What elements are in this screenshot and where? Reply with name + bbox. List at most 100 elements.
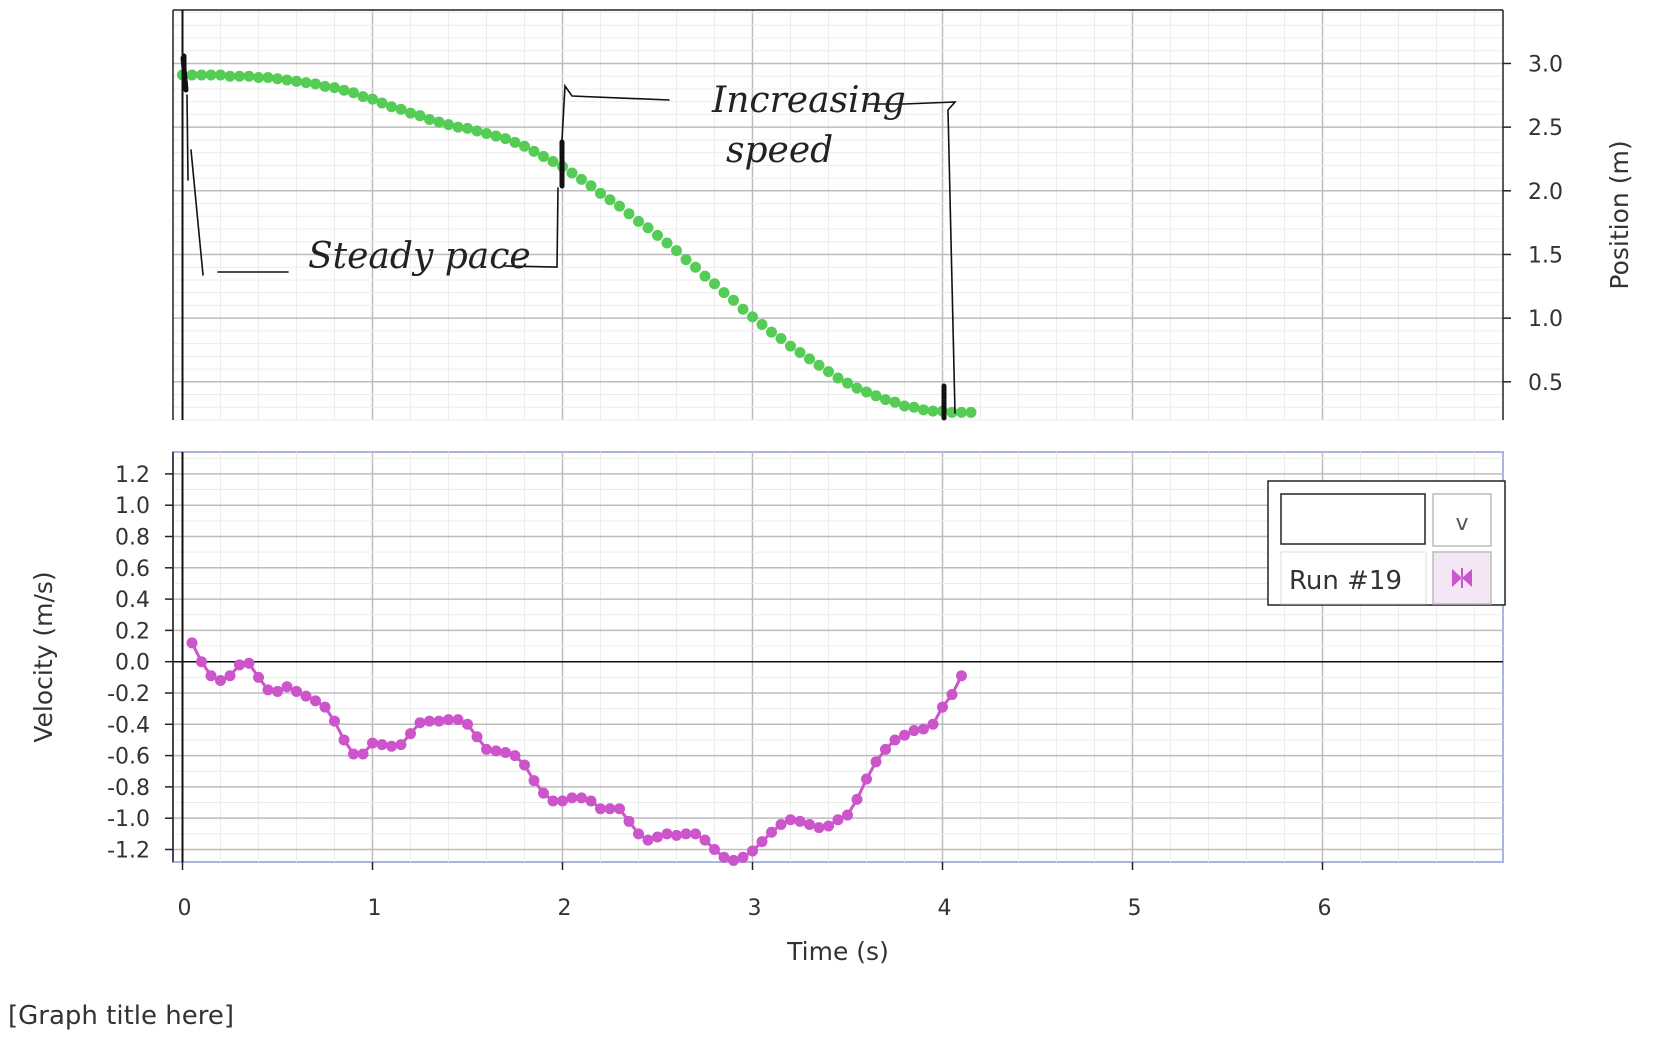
- velocity-data-point: [585, 795, 597, 807]
- velocity-data-point: [823, 820, 834, 832]
- legend-run-cell: [1280, 551, 1427, 605]
- velocity-data-point: [595, 803, 606, 815]
- graph-title[interactable]: [Graph title here]: [8, 1001, 234, 1031]
- position-data-point: [253, 71, 264, 83]
- position-data-point: [433, 116, 445, 128]
- position-data-point: [690, 261, 701, 273]
- velocity-y-tick-label: 0.4: [115, 588, 150, 613]
- time-x-tick-label: 6: [1318, 896, 1332, 921]
- annotation-speed: speed: [726, 130, 833, 171]
- position-data-point: [205, 69, 217, 81]
- velocity-y-tick-label: 0.0: [115, 651, 150, 676]
- velocity-data-point: [927, 718, 939, 730]
- velocity-data-point: [737, 851, 749, 863]
- legend-input[interactable]: [1280, 493, 1426, 545]
- position-data-point: [671, 245, 682, 257]
- position-gridlines: [173, 10, 1503, 421]
- velocity-data-point: [462, 718, 473, 730]
- velocity-data-point: [880, 743, 891, 755]
- time-x-tick-label: 2: [558, 896, 572, 921]
- velocity-data-point: [766, 826, 777, 838]
- position-data-point: [186, 69, 198, 81]
- velocity-data-point: [186, 637, 198, 649]
- velocity-data-point: [566, 792, 578, 804]
- velocity-data-point: [661, 828, 673, 840]
- position-data-point: [490, 130, 502, 142]
- position-data-point: [956, 406, 967, 418]
- velocity-data-point: [709, 843, 720, 855]
- position-data-point: [642, 222, 654, 234]
- velocity-data-point: [604, 803, 616, 815]
- velocity-y-tick-label: 1.0: [115, 494, 150, 519]
- annotation-increasing: Increasing: [711, 80, 906, 121]
- velocity-data-point: [367, 737, 378, 749]
- position-data-point: [946, 406, 958, 418]
- velocity-data-point: [338, 734, 350, 746]
- velocity-data-point: [490, 745, 502, 757]
- position-data-point: [386, 101, 397, 113]
- velocity-data-point: [500, 746, 511, 758]
- velocity-data-point: [243, 657, 255, 669]
- position-data-point: [604, 194, 616, 206]
- position-y-tick-label: 1.0: [1528, 307, 1563, 332]
- velocity-data-point: [329, 715, 340, 727]
- bracket-left-b: [190, 149, 204, 276]
- position-data-point: [718, 287, 730, 299]
- velocity-data-point: [547, 795, 559, 807]
- time-x-tick-label: 3: [748, 896, 762, 921]
- position-data-point: [823, 366, 834, 378]
- position-data-point: [452, 121, 464, 133]
- velocity-data-point: [433, 715, 445, 727]
- position-data-point: [338, 84, 350, 96]
- velocity-y-tick-label: -1.0: [107, 807, 150, 832]
- velocity-data-point: [614, 803, 625, 815]
- position-data-point: [576, 173, 587, 185]
- velocity-data-point: [528, 775, 540, 787]
- velocity-data-point: [376, 739, 388, 751]
- velocity-data-point: [576, 792, 587, 804]
- velocity-y-tick-labels: 1.2 1.0 0.8 0.6 0.4 0.2 0.0 -0.2 -0.4 -0.6 -0.8 -1.…: [107, 463, 173, 863]
- bracket-left-a: [186, 94, 189, 181]
- position-data-point: [357, 91, 369, 103]
- velocity-data-point: [623, 815, 635, 827]
- time-x-tick-label: 0: [178, 896, 192, 921]
- position-data-point: [766, 326, 777, 338]
- velocity-data-point: [794, 815, 806, 827]
- position-data-point: [319, 80, 331, 92]
- position-data-point: [794, 347, 806, 359]
- velocity-data-point: [671, 829, 682, 841]
- position-y-tick-label: 2.5: [1528, 116, 1563, 141]
- position-data-point: [376, 97, 388, 109]
- velocity-data-point: [281, 681, 293, 693]
- position-data-point: [623, 208, 635, 220]
- velocity-panel[interactable]: 1.2 1.0 0.8 0.6 0.4 0.2 0.0 -0.2 -0.4 -0.6 -0.8 -1.…: [29, 451, 1506, 866]
- position-panel[interactable]: 0.5 1.0 1.5 2.0 2.5 3.0 Position (m): [172, 9, 1634, 421]
- velocity-y-tick-label: -1.2: [107, 838, 150, 863]
- position-axis-title: Position (m): [1605, 140, 1634, 289]
- position-data-point: [424, 114, 435, 126]
- position-data-point: [680, 254, 692, 266]
- velocity-data-point: [424, 715, 435, 727]
- velocity-data-point: [652, 831, 663, 843]
- velocity-data-point: [946, 689, 958, 701]
- time-x-tick-label: 1: [368, 896, 382, 921]
- position-data-point: [414, 110, 426, 122]
- velocity-data-point: [310, 695, 321, 707]
- velocity-data-point: [395, 739, 407, 751]
- velocity-data-point: [386, 740, 397, 752]
- velocity-data-point: [899, 729, 910, 741]
- velocity-y-tick-label: 0.6: [115, 557, 150, 582]
- velocity-data-point: [414, 717, 426, 729]
- time-x-tick-label: 5: [1128, 896, 1142, 921]
- velocity-data-point: [956, 670, 967, 682]
- velocity-data-point: [253, 671, 264, 683]
- position-data-point: [728, 294, 739, 306]
- position-data-point: [918, 404, 929, 416]
- dropdown-button[interactable]: [1432, 493, 1492, 547]
- time-axis-title: Time (s): [786, 937, 889, 966]
- time-x-tick-label: 4: [938, 896, 952, 921]
- position-data-point: [747, 311, 758, 323]
- velocity-data-point: [234, 659, 245, 671]
- velocity-data-point: [452, 714, 464, 726]
